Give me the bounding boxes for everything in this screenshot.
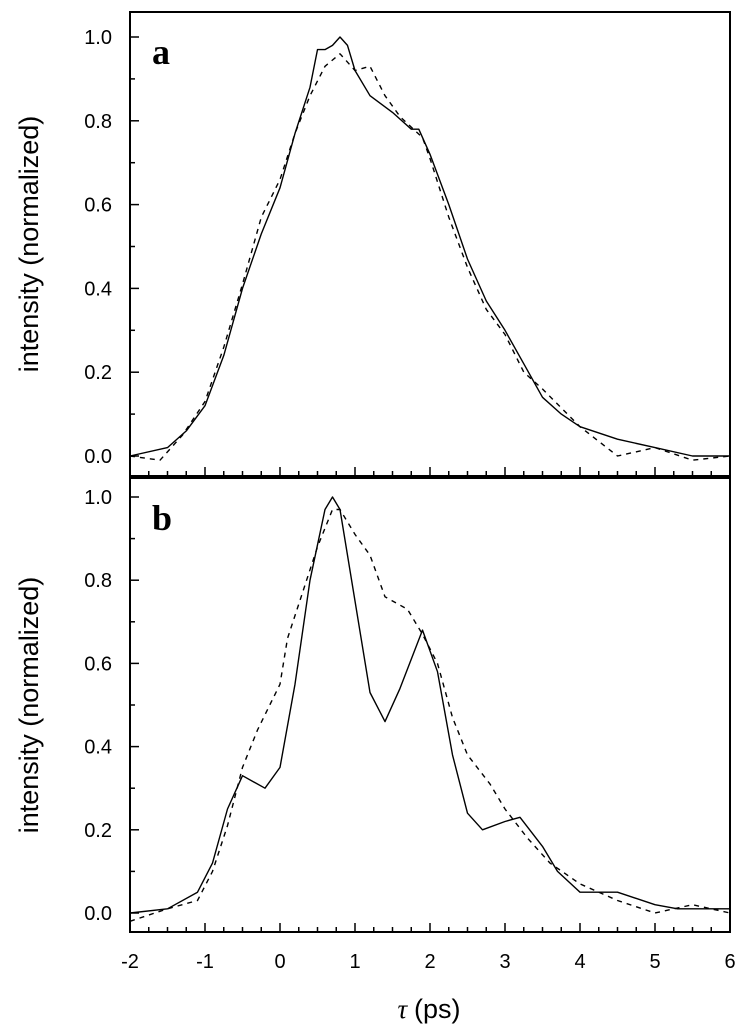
x-tick-label: 1 xyxy=(349,951,360,973)
tau-symbol: τ xyxy=(398,994,414,1024)
x-tick-label: -1 xyxy=(196,951,214,973)
x-unit: (ps) xyxy=(414,994,461,1024)
y-tick-label: 0.4 xyxy=(84,737,112,759)
y-tick-label: 0.2 xyxy=(84,820,112,842)
panel-a: 0.0 0.2 0.4 0.6 0.8 1.0 intensity (normalized)… xyxy=(14,11,731,477)
x-tick-label: 3 xyxy=(499,951,510,973)
x-tick-label: -2 xyxy=(121,951,139,973)
y-tick-label: 0.6 xyxy=(84,195,112,217)
dashed-series-line xyxy=(129,508,731,922)
x-tick-label: 5 xyxy=(649,951,660,973)
y-axis-title: intensity (normalized) xyxy=(14,116,44,373)
plot-frame xyxy=(129,477,731,933)
x-tick-label: 4 xyxy=(574,951,585,973)
x-tick-label: 2 xyxy=(424,951,435,973)
solid-series-line xyxy=(129,496,730,914)
y-tick-label: 0.8 xyxy=(84,111,112,133)
panel-label: b xyxy=(152,498,172,538)
y-tick-label: 0.2 xyxy=(84,362,112,384)
solid-series-line xyxy=(129,36,730,457)
panel-label: a xyxy=(152,32,170,72)
y-axis-title: intensity (normalized) xyxy=(14,577,44,834)
x-tick-label: 6 xyxy=(724,951,735,973)
y-tick-label: 0.0 xyxy=(84,903,112,925)
x-axis-title: τ (ps) xyxy=(398,994,461,1024)
x-tick-label: 0 xyxy=(274,951,285,973)
y-tick-label: 1.0 xyxy=(84,487,112,509)
dashed-series-line xyxy=(129,53,731,461)
y-tick-label: 0.0 xyxy=(84,446,112,468)
panel-b: -2 -1 0 1 2 3 4 5 6 0.0 0.2 0.4 0.6 0.8 1.0 intensity (… xyxy=(14,477,736,973)
y-tick-label: 0.8 xyxy=(84,570,112,592)
y-tick-label: 1.0 xyxy=(84,27,112,49)
plot-frame xyxy=(129,11,731,477)
y-tick-label: 0.4 xyxy=(84,278,112,300)
y-tick-label: 0.6 xyxy=(84,653,112,675)
